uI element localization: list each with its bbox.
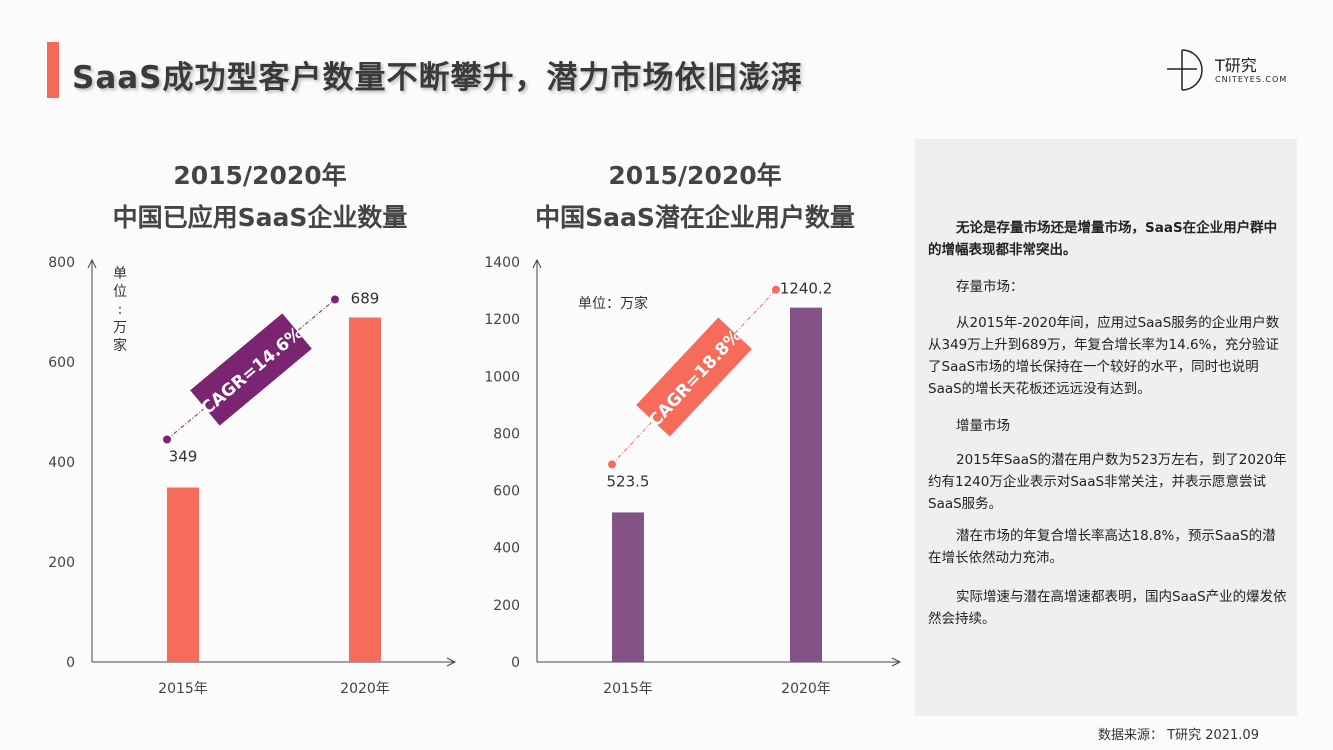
chart2-data-label: 523.5 bbox=[607, 472, 650, 490]
source-note: 数据来源： T研究 2021.09 bbox=[1098, 728, 1259, 743]
chart2-data-label: 1240.2 bbox=[780, 280, 833, 298]
chart2-y-axis-arrow-icon bbox=[532, 258, 542, 269]
chart1-unit-label-char: 家 bbox=[113, 337, 127, 354]
chart2-bar bbox=[612, 512, 644, 662]
logo-text: T研究 bbox=[1215, 56, 1257, 75]
chart1-trend-start-dot bbox=[163, 435, 171, 444]
panel-paragraph: 增量市场 bbox=[956, 418, 1010, 434]
panel-paragraph: 实际增速与潜在高增速都表明，国内SaaS产业的爆发依然会持续。 bbox=[928, 589, 1287, 627]
chart2-y-tick-label: 0 bbox=[511, 655, 520, 671]
chart1-unit-label-char: 单 bbox=[113, 266, 127, 282]
chart1-unit-label-char: 位 bbox=[113, 284, 127, 300]
chart1-title-line1: 2015/2020年 bbox=[173, 161, 347, 190]
chart2-y-tick-label: 200 bbox=[493, 598, 520, 614]
chart2-unit-label: 单位：万家 bbox=[578, 295, 648, 312]
chart1-x-tick-label: 2020年 bbox=[340, 681, 390, 697]
logo: T研究 CNITEYES.COM bbox=[1165, 44, 1305, 94]
panel-paragraph: 2015年SaaS的潜在用户数为523万左右，到了2020年约有1240万企业表… bbox=[928, 452, 1287, 512]
panel-paragraph: 存量市场： bbox=[956, 279, 1024, 295]
chart1-unit-label-char: 万 bbox=[113, 320, 127, 336]
chart2-cagr-badge-bg bbox=[636, 317, 752, 437]
chart1-y-tick-label: 600 bbox=[48, 355, 75, 371]
chart1-trend-end-dot bbox=[331, 295, 339, 304]
chart2-title-line1: 2015/2020年 bbox=[608, 161, 782, 190]
chart1-unit-label-char: : bbox=[118, 302, 123, 318]
title-accent-bar bbox=[47, 42, 59, 98]
chart1-data-label: 689 bbox=[351, 290, 380, 308]
panel-paragraph: 无论是存量市场还是增量市场，SaaS在企业用户群中的增幅表现都非常突出。 bbox=[928, 220, 1278, 258]
page-title: SaaS成功型客户数量不断攀升，潜力市场依旧澎湃 bbox=[72, 60, 803, 96]
chart1-x-axis-arrow-icon bbox=[446, 657, 457, 667]
chart2-x-tick-label: 2015年 bbox=[603, 681, 653, 697]
chart2-y-tick-label: 600 bbox=[493, 484, 520, 500]
panel-paragraph: 从2015年-2020年间，应用过SaaS服务的企业用户数从349万上升到689… bbox=[928, 315, 1280, 397]
chart1-y-tick-label: 800 bbox=[48, 255, 75, 271]
chart1-x-tick-label: 2015年 bbox=[158, 681, 208, 697]
chart2-title-line2: 中国SaaS潜在企业用户数量 bbox=[535, 203, 855, 232]
text-panel: 无论是存量市场还是增量市场，SaaS在企业用户群中的增幅表现都非常突出。 存量市… bbox=[915, 139, 1297, 716]
chart1-data-label: 349 bbox=[169, 448, 198, 466]
chart1-y-axis-arrow-icon bbox=[87, 258, 97, 269]
chart2-cagr-badge: CAGR=18.8% bbox=[636, 317, 752, 437]
chart2-y-tick-label: 1000 bbox=[484, 369, 520, 385]
chart1-bar bbox=[167, 487, 199, 662]
chart2-trend-start-dot bbox=[608, 460, 616, 469]
chart2-y-tick-label: 1400 bbox=[484, 255, 520, 271]
chart2-y-tick-label: 400 bbox=[493, 541, 520, 557]
chart1-bar bbox=[349, 317, 381, 662]
chart2-x-axis-arrow-icon bbox=[891, 657, 902, 667]
charts-canvas: 0 200 400 600 800 349 2015年 689 2020年 CAGR=14.6% 单… bbox=[48, 255, 902, 697]
chart1-cagr-badge: CAGR=14.6% bbox=[190, 313, 312, 426]
chart1-y-tick-label: 400 bbox=[48, 455, 75, 471]
logo-subtext: CNITEYES.COM bbox=[1215, 75, 1288, 84]
chart2-x-tick-label: 2020年 bbox=[781, 681, 831, 697]
chart1-cagr-badge-bg bbox=[190, 313, 312, 426]
chart2-trend-end-dot bbox=[772, 285, 780, 294]
chart1-title-line2: 中国已应用SaaS企业数量 bbox=[112, 203, 408, 232]
chart2-cagr-label: CAGR=18.8% bbox=[645, 326, 746, 431]
chart2-y-tick-label: 1200 bbox=[484, 312, 520, 328]
chart2-y-tick-label: 800 bbox=[493, 426, 520, 442]
chart2-bar bbox=[790, 307, 822, 662]
chart2-title: 2015/2020年 中国SaaS潜在企业用户数量 bbox=[495, 155, 895, 239]
chart1-y-tick-label: 0 bbox=[66, 655, 75, 671]
chart1-y-tick-label: 200 bbox=[48, 555, 75, 571]
logo-icon bbox=[1167, 49, 1203, 91]
panel-paragraph: 潜在市场的年复合增长率高达18.8%，预示SaaS的潜在增长依然动力充沛。 bbox=[928, 528, 1276, 566]
chart1-title: 2015/2020年 中国已应用SaaS企业数量 bbox=[60, 155, 460, 239]
